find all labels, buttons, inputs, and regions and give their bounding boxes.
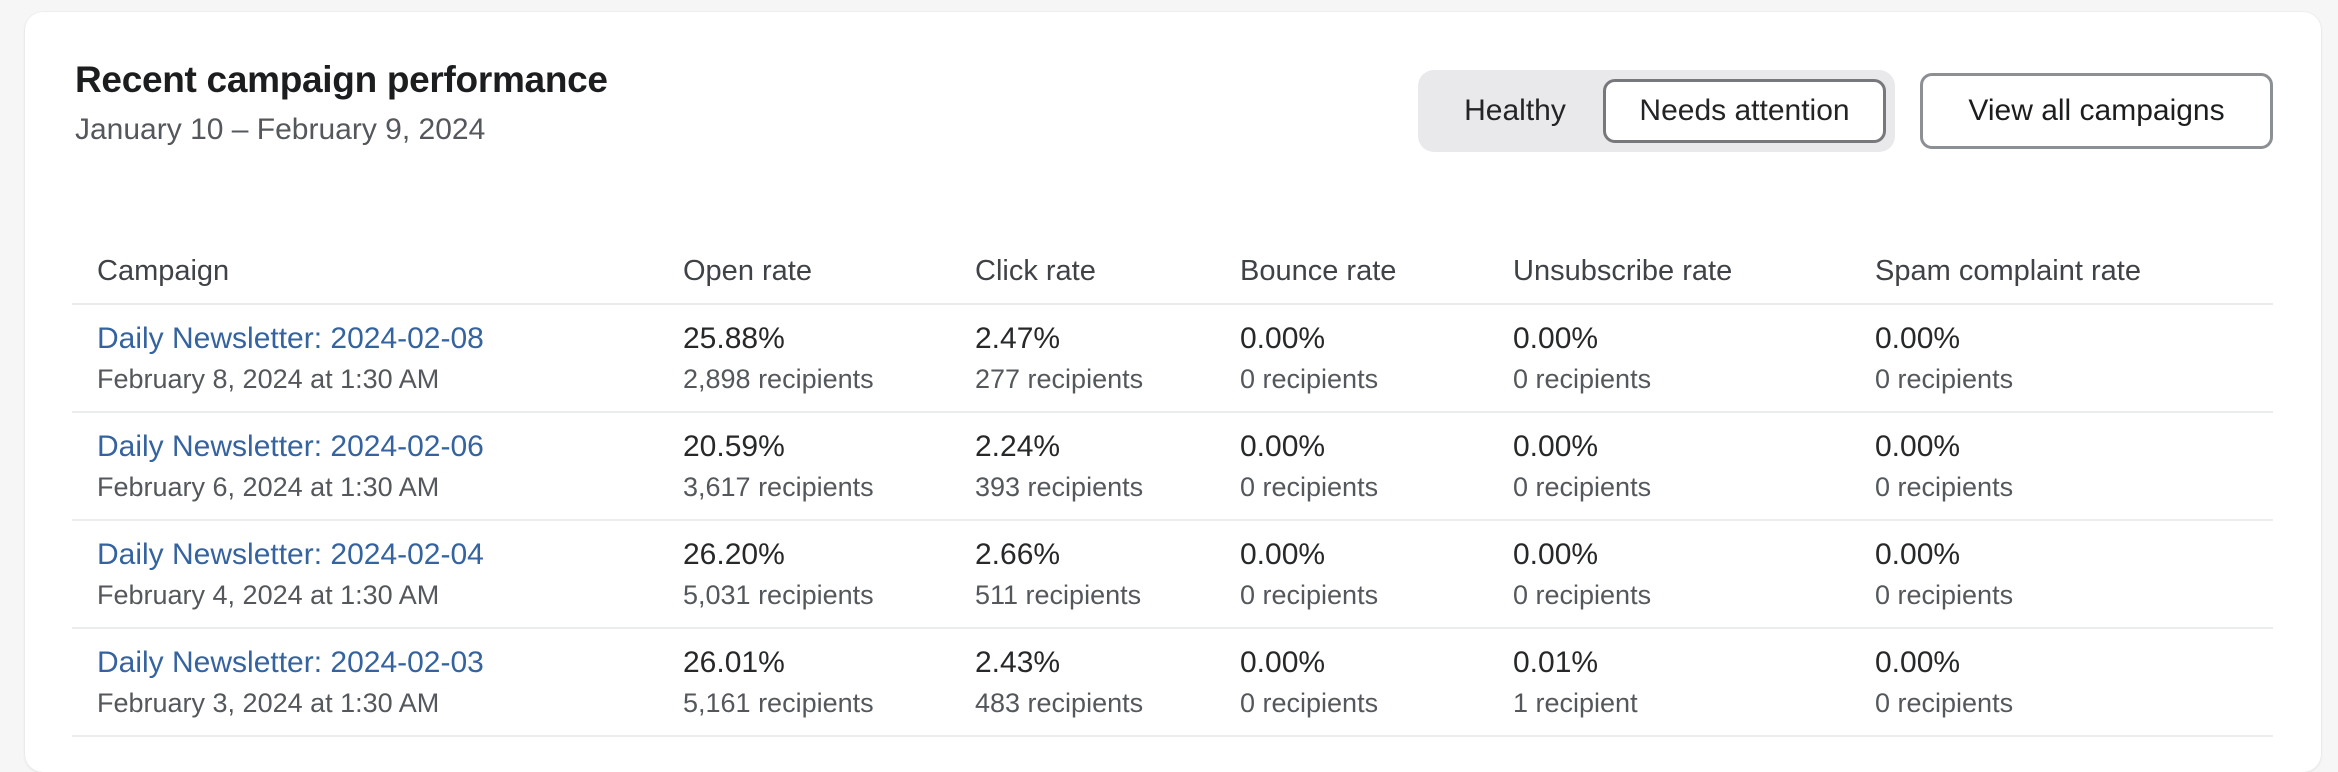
- bounce-rate-cell: 0.00% 0 recipients: [1215, 413, 1488, 519]
- unsubscribe-rate-cell: 0.01% 1 recipient: [1488, 629, 1850, 735]
- bounce-rate-value: 0.00%: [1240, 430, 1326, 463]
- card-header: Recent campaign performance January 10 –…: [25, 12, 2321, 192]
- click-rate-recipients: 483 recipients: [975, 688, 1144, 718]
- campaign-link[interactable]: Daily Newsletter: 2024-02-03: [97, 646, 484, 679]
- unsubscribe-rate-recipients: 1 recipient: [1513, 688, 1638, 718]
- click-rate-recipients: 277 recipients: [975, 364, 1144, 394]
- campaign-cell: Daily Newsletter: 2024-02-06 February 6,…: [72, 413, 658, 519]
- bounce-rate-cell: 0.00% 0 recipients: [1215, 305, 1488, 411]
- unsubscribe-rate-recipients: 0 recipients: [1513, 580, 1652, 610]
- click-rate-recipients: 393 recipients: [975, 472, 1144, 502]
- unsubscribe-rate-value: 0.00%: [1513, 538, 1599, 571]
- open-rate-value: 26.20%: [683, 538, 785, 571]
- filter-needs-attention-button[interactable]: Needs attention: [1603, 79, 1886, 143]
- table-row: Daily Newsletter: 2024-02-06 February 6,…: [72, 413, 2273, 521]
- campaign-link[interactable]: Daily Newsletter: 2024-02-06: [97, 430, 484, 463]
- click-rate-value: 2.66%: [975, 538, 1061, 571]
- spam-complaint-rate-cell: 0.00% 0 recipients: [1850, 629, 2273, 735]
- bounce-rate-recipients: 0 recipients: [1240, 580, 1379, 610]
- click-rate-cell: 2.66% 511 recipients: [950, 521, 1215, 627]
- click-rate-cell: 2.43% 483 recipients: [950, 629, 1215, 735]
- campaign-sent-date: February 6, 2024 at 1:30 AM: [97, 472, 440, 502]
- open-rate-recipients: 2,898 recipients: [683, 364, 874, 394]
- campaign-cell: Daily Newsletter: 2024-02-08 February 8,…: [72, 305, 658, 411]
- unsubscribe-rate-value: 0.00%: [1513, 430, 1599, 463]
- open-rate-recipients: 5,031 recipients: [683, 580, 874, 610]
- spam-complaint-rate-recipients: 0 recipients: [1875, 580, 2014, 610]
- unsubscribe-rate-value: 0.01%: [1513, 646, 1599, 679]
- view-all-campaigns-button[interactable]: View all campaigns: [1920, 73, 2273, 149]
- column-header-unsubscribe-rate: Unsubscribe rate: [1513, 255, 1733, 287]
- column-header-campaign: Campaign: [97, 255, 230, 287]
- campaign-sent-date: February 3, 2024 at 1:30 AM: [97, 688, 440, 718]
- open-rate-value: 26.01%: [683, 646, 785, 679]
- open-rate-cell: 26.01% 5,161 recipients: [658, 629, 950, 735]
- date-range: January 10 – February 9, 2024: [75, 113, 486, 146]
- campaign-cell: Daily Newsletter: 2024-02-03 February 3,…: [72, 629, 658, 735]
- open-rate-recipients: 5,161 recipients: [683, 688, 874, 718]
- bounce-rate-recipients: 0 recipients: [1240, 688, 1379, 718]
- spam-complaint-rate-cell: 0.00% 0 recipients: [1850, 305, 2273, 411]
- click-rate-cell: 2.24% 393 recipients: [950, 413, 1215, 519]
- table-row: Daily Newsletter: 2024-02-08 February 8,…: [72, 305, 2273, 413]
- bounce-rate-recipients: 0 recipients: [1240, 364, 1379, 394]
- table-row: Daily Newsletter: 2024-02-03 February 3,…: [72, 629, 2273, 737]
- open-rate-cell: 25.88% 2,898 recipients: [658, 305, 950, 411]
- unsubscribe-rate-recipients: 0 recipients: [1513, 364, 1652, 394]
- click-rate-recipients: 511 recipients: [975, 580, 1142, 610]
- bounce-rate-recipients: 0 recipients: [1240, 472, 1379, 502]
- open-rate-recipients: 3,617 recipients: [683, 472, 874, 502]
- open-rate-value: 25.88%: [683, 322, 785, 355]
- unsubscribe-rate-cell: 0.00% 0 recipients: [1488, 521, 1850, 627]
- filter-healthy-button[interactable]: Healthy: [1464, 94, 1566, 127]
- table-header-row: Campaign Open rate Click rate Bounce rat…: [72, 240, 2273, 305]
- click-rate-value: 2.43%: [975, 646, 1061, 679]
- column-header-spam-complaint-rate: Spam complaint rate: [1875, 255, 2141, 287]
- bounce-rate-value: 0.00%: [1240, 322, 1326, 355]
- click-rate-value: 2.47%: [975, 322, 1061, 355]
- bounce-rate-cell: 0.00% 0 recipients: [1215, 629, 1488, 735]
- campaign-link[interactable]: Daily Newsletter: 2024-02-08: [97, 322, 484, 355]
- unsubscribe-rate-recipients: 0 recipients: [1513, 472, 1652, 502]
- campaign-cell: Daily Newsletter: 2024-02-04 February 4,…: [72, 521, 658, 627]
- table-row: Daily Newsletter: 2024-02-04 February 4,…: [72, 521, 2273, 629]
- spam-complaint-rate-recipients: 0 recipients: [1875, 688, 2014, 718]
- campaign-performance-card: Recent campaign performance January 10 –…: [25, 12, 2321, 772]
- click-rate-cell: 2.47% 277 recipients: [950, 305, 1215, 411]
- bounce-rate-cell: 0.00% 0 recipients: [1215, 521, 1488, 627]
- spam-complaint-rate-value: 0.00%: [1875, 538, 1961, 571]
- campaign-sent-date: February 4, 2024 at 1:30 AM: [97, 580, 440, 610]
- open-rate-cell: 20.59% 3,617 recipients: [658, 413, 950, 519]
- spam-complaint-rate-value: 0.00%: [1875, 646, 1961, 679]
- spam-complaint-rate-recipients: 0 recipients: [1875, 364, 2014, 394]
- column-header-bounce-rate: Bounce rate: [1240, 255, 1397, 287]
- unsubscribe-rate-cell: 0.00% 0 recipients: [1488, 413, 1850, 519]
- spam-complaint-rate-recipients: 0 recipients: [1875, 472, 2014, 502]
- spam-complaint-rate-cell: 0.00% 0 recipients: [1850, 413, 2273, 519]
- open-rate-value: 20.59%: [683, 430, 785, 463]
- column-header-open-rate: Open rate: [683, 255, 812, 287]
- page-title: Recent campaign performance: [75, 59, 608, 100]
- bounce-rate-value: 0.00%: [1240, 646, 1326, 679]
- campaign-link[interactable]: Daily Newsletter: 2024-02-04: [97, 538, 484, 571]
- spam-complaint-rate-value: 0.00%: [1875, 430, 1961, 463]
- health-filter-segmented-control: Healthy Needs attention: [1418, 70, 1895, 152]
- unsubscribe-rate-cell: 0.00% 0 recipients: [1488, 305, 1850, 411]
- campaign-performance-table: Campaign Open rate Click rate Bounce rat…: [72, 240, 2273, 737]
- spam-complaint-rate-cell: 0.00% 0 recipients: [1850, 521, 2273, 627]
- open-rate-cell: 26.20% 5,031 recipients: [658, 521, 950, 627]
- unsubscribe-rate-value: 0.00%: [1513, 322, 1599, 355]
- spam-complaint-rate-value: 0.00%: [1875, 322, 1961, 355]
- click-rate-value: 2.24%: [975, 430, 1061, 463]
- campaign-sent-date: February 8, 2024 at 1:30 AM: [97, 364, 440, 394]
- column-header-click-rate: Click rate: [975, 255, 1096, 287]
- bounce-rate-value: 0.00%: [1240, 538, 1326, 571]
